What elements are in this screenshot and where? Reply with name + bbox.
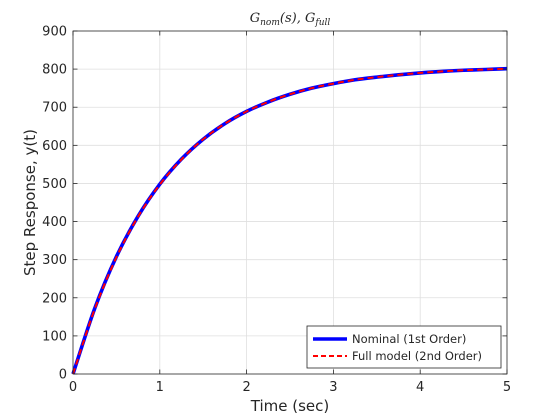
title-sub2: full (314, 18, 330, 28)
x-tick-label: 1 (156, 380, 164, 395)
title-g1: G (250, 11, 260, 26)
y-tick-label: 0 (59, 368, 67, 383)
legend-box (306, 325, 502, 369)
legend: Nominal (1st Order) Full model (2nd Orde… (306, 325, 502, 369)
x-tick-label: 3 (329, 380, 337, 395)
plot-area (73, 31, 507, 374)
x-tick-label: 4 (416, 380, 424, 395)
y-tick-label: 400 (42, 215, 67, 230)
title-g2: G (305, 11, 315, 26)
y-tick-label: 800 (42, 63, 67, 78)
series-line-full-model (72, 67, 508, 375)
y-tick-label: 100 (42, 329, 67, 344)
x-tick-label: 5 (503, 380, 511, 395)
title-mid: (s), (280, 11, 305, 26)
y-tick-label: 600 (42, 139, 67, 154)
y-tick-label: 700 (42, 101, 67, 116)
axis-ticks: 0 1 2 3 4 5 0 100 200 300 400 500 600 700 800 900 (42, 25, 511, 396)
grid-lines (73, 31, 507, 374)
legend-label-nominal: Nominal (1st Order) (352, 332, 466, 346)
y-tick-label: 300 (42, 253, 67, 268)
y-tick-label: 900 (42, 25, 67, 40)
series-layer (71, 66, 508, 375)
y-tick-label: 200 (42, 291, 67, 306)
plot-frame (72, 30, 508, 375)
x-tick-label: 0 (69, 380, 77, 395)
legend-label-full-model: Full model (2nd Order) (352, 349, 482, 363)
y-axis-label: Step Response, y(t) (21, 129, 39, 276)
title-sub1: nom (260, 18, 280, 28)
x-tick-label: 2 (242, 380, 250, 395)
chart-title: Gnom(s), Gfull (250, 11, 331, 28)
x-axis-label: Time (sec) (250, 397, 329, 415)
y-tick-label: 500 (42, 177, 67, 192)
